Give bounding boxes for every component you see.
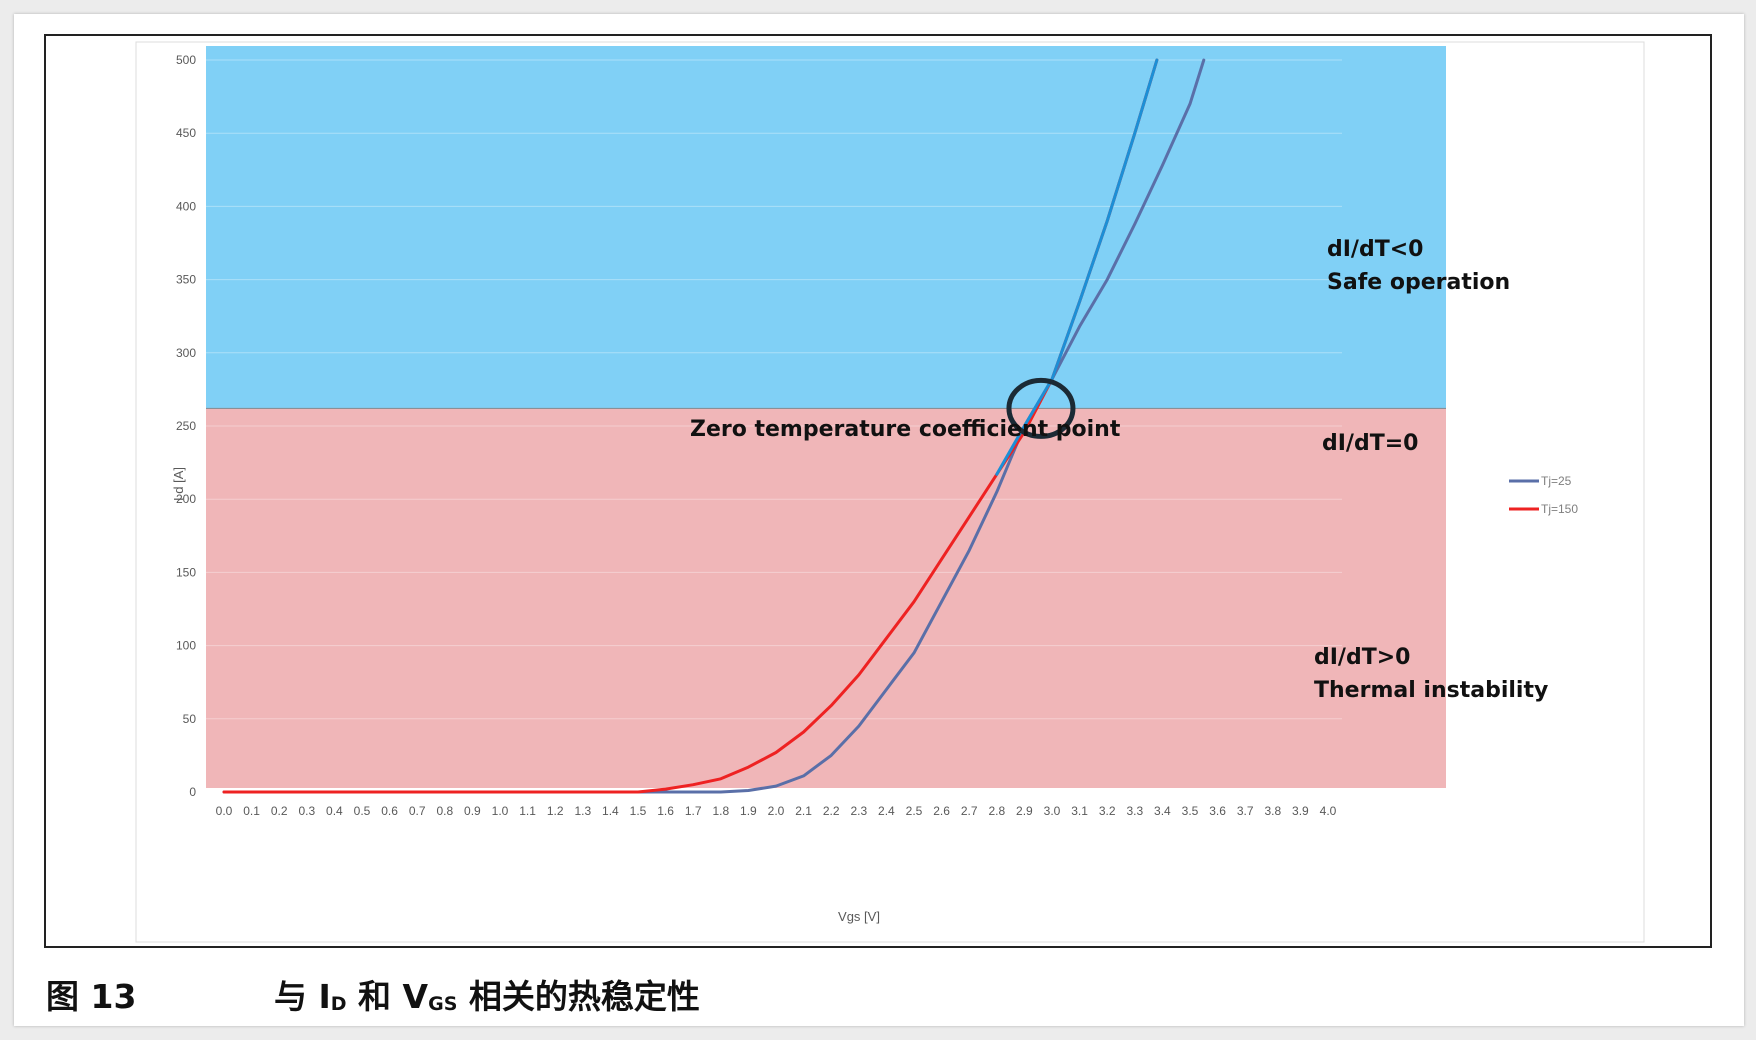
figure-title-sub-d: D [330,993,347,1015]
x-tick-label: 1.0 [492,804,509,818]
figure-frame: 0 50 100 150 200 250 300 350 400 450 500 0.0 0.1 0.2… [44,34,1712,948]
y-tick-label: 100 [176,639,196,653]
x-tick-label: 3.5 [1182,804,1199,818]
x-tick-label: 2.6 [933,804,950,818]
x-tick-label: 0.1 [243,804,260,818]
document-page: 0 50 100 150 200 250 300 350 400 450 500 0.0 0.1 0.2… [14,14,1744,1026]
x-tick-label: 2.8 [988,804,1005,818]
y-tick-label: 350 [176,273,196,287]
x-tick-label: 3.6 [1209,804,1226,818]
y-tick-label: 150 [176,565,196,579]
zero-coefficient-circle [1006,377,1076,439]
legend-label-tj25: Tj=25 [1541,474,1572,488]
figure-title: 与 ID 和 VGS 相关的热稳定性 [274,970,700,1018]
x-tick-label: 1.4 [602,804,619,818]
x-tick-label: 3.8 [1264,804,1281,818]
series-layer [222,58,1206,794]
x-tick-label: 3.0 [1044,804,1061,818]
equal-annotation: dI/dT=0 [1322,431,1418,456]
x-tick-label: 1.6 [657,804,674,818]
y-tick-label: 450 [176,126,196,140]
x-tick-label: 3.1 [1071,804,1088,818]
gridlines-layer [206,59,1342,793]
x-tick-label: 2.7 [961,804,978,818]
x-tick-label: 2.1 [795,804,812,818]
legend-label-tj150: Tj=150 [1541,502,1578,516]
safe-annotation-line2: Safe operation [1327,270,1510,295]
x-tick-label: 0.3 [298,804,315,818]
x-tick-label: 2.3 [850,804,867,818]
x-tick-label: 0.2 [271,804,288,818]
y-tick-label: 0 [189,785,196,799]
x-tick-label: 3.7 [1237,804,1254,818]
x-tick-label: 2.5 [906,804,923,818]
instability-region [206,408,1446,788]
figure-title-post: 相关的热稳定性 [457,977,700,1016]
figure-caption: 图 13 与 ID 和 VGS 相关的热稳定性 [44,960,1712,1020]
y-tick-labels: 0 50 100 150 200 250 300 350 400 450 500 [176,53,196,799]
x-tick-label: 2.9 [1016,804,1033,818]
figure-number: 图 13 [46,977,137,1016]
figure-title-sub-gs: GS [428,993,458,1015]
x-tick-label: 0.0 [216,804,233,818]
x-axis-label: Vgs [V] [838,909,880,924]
zero-point-annotation: Zero temperature coefficient point [690,417,1121,442]
safe-region [206,46,1446,409]
x-tick-label: 1.8 [712,804,729,818]
y-tick-label: 50 [183,712,197,726]
series-line-tj25 [222,58,1206,794]
x-tick-labels: 0.0 0.1 0.2 0.3 0.4 0.5 0.6 0.7 0.8 0.9 1.0 1.1 1.2 1… [216,804,1337,818]
y-tick-label: 250 [176,419,196,433]
y-tick-label: 200 [176,492,196,506]
x-tick-label: 0.9 [464,804,481,818]
x-tick-label: 0.5 [354,804,371,818]
y-axis-label: I d [A] [171,467,186,501]
regions-layer [206,46,1446,788]
x-tick-label: 4.0 [1320,804,1337,818]
figure-title-pre: 与 I [274,977,331,1016]
legend: Tj=25 Tj=150 [1509,474,1578,516]
thermal-stability-chart: 0 50 100 150 200 250 300 350 400 450 500 0.0 0.1 0.2… [135,41,1645,943]
x-tick-label: 0.8 [436,804,453,818]
x-tick-label: 3.9 [1292,804,1309,818]
figure-title-mid: 和 V [346,977,429,1016]
safe-annotation-line1: dI/dT<0 [1327,237,1423,262]
x-tick-label: 1.3 [574,804,591,818]
x-tick-label: 2.0 [768,804,785,818]
x-tick-label: 3.2 [1099,804,1116,818]
x-tick-label: 1.5 [630,804,647,818]
y-tick-label: 400 [176,199,196,213]
y-tick-label: 500 [176,53,196,67]
x-tick-label: 0.7 [409,804,426,818]
x-tick-label: 2.4 [878,804,895,818]
x-tick-label: 0.6 [381,804,398,818]
x-tick-label: 3.3 [1126,804,1143,818]
x-tick-label: 1.2 [547,804,564,818]
x-tick-label: 0.4 [326,804,343,818]
x-tick-label: 1.1 [519,804,536,818]
unstable-annotation-line2: Thermal instability [1314,678,1548,703]
x-tick-label: 1.9 [740,804,757,818]
x-tick-label: 3.4 [1154,804,1171,818]
unstable-annotation-line1: dI/dT>0 [1314,645,1410,670]
y-tick-label: 300 [176,346,196,360]
x-tick-label: 2.2 [823,804,840,818]
series-line-nominal [995,58,1159,476]
x-tick-label: 1.7 [685,804,702,818]
